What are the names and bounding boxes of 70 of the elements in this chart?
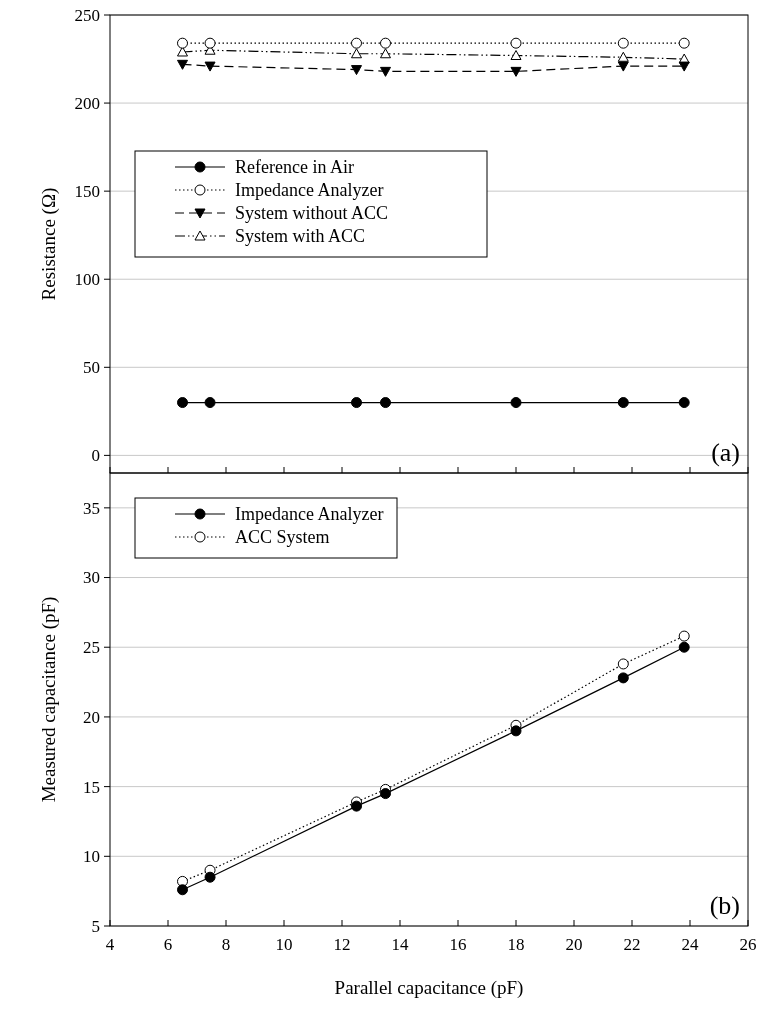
point [617, 37, 629, 49]
y-tick-label: 100 [74, 270, 100, 290]
y-tick-label: 0 [91, 446, 100, 466]
y-tick-label: 200 [74, 94, 100, 114]
point [617, 397, 629, 409]
point [617, 672, 629, 684]
y-tick-label: 10 [83, 847, 100, 867]
point [351, 37, 362, 49]
y-axis-title: Resistance (Ω) [38, 187, 60, 301]
legend-label: Impedance Analyzer [235, 504, 384, 525]
point [177, 397, 188, 409]
point [510, 37, 522, 49]
legend-label: Impedance Analyzer [235, 180, 384, 201]
point [380, 788, 391, 800]
legend-label: System with ACC [235, 226, 366, 247]
x-tick-label: 4 [105, 935, 115, 954]
y-tick-label: 15 [83, 777, 100, 797]
point [678, 61, 690, 72]
x-tick-label: 6 [163, 935, 173, 954]
point [204, 397, 216, 409]
point [510, 397, 522, 409]
x-tick-label: 22 [623, 935, 641, 954]
point [510, 66, 522, 77]
legend-label: ACC System [235, 527, 330, 548]
point [177, 59, 188, 70]
x-tick-label: 20 [565, 935, 583, 954]
x-tick-label: 14 [391, 935, 409, 954]
point [351, 65, 362, 76]
point [204, 61, 216, 72]
y-axis-title: Measured capacitance (pF) [38, 596, 60, 803]
point [380, 397, 391, 409]
point [510, 50, 522, 61]
point [678, 397, 690, 409]
y-tick-label: 35 [83, 498, 100, 518]
point [351, 800, 362, 812]
y-tick-label: 20 [83, 707, 100, 727]
point [177, 37, 188, 49]
x-tick-label: 12 [333, 935, 351, 954]
point [351, 397, 362, 409]
point [380, 66, 391, 77]
x-tick-label: 10 [275, 935, 293, 954]
point [204, 871, 216, 883]
y-tick-label: 5 [91, 916, 100, 936]
x-tick-label: 24 [681, 935, 699, 954]
legend-label: Reference in Air [235, 157, 354, 178]
y-tick-label: 250 [74, 5, 100, 25]
annotation: (b) [709, 891, 740, 920]
y-tick-label: 150 [74, 182, 100, 202]
point [380, 37, 391, 49]
point [177, 884, 188, 896]
point [351, 48, 362, 59]
point [617, 51, 629, 62]
y-tick-label: 25 [83, 638, 100, 658]
point [678, 630, 690, 642]
point [678, 641, 690, 653]
y-tick-label: 50 [83, 358, 100, 378]
x-tick-label: 8 [221, 935, 231, 954]
point [380, 48, 391, 59]
point [617, 658, 629, 670]
point [204, 37, 216, 49]
x-axis-title: Parallel capacitance (pF) [334, 977, 524, 999]
legend-label: System without ACC [235, 203, 389, 224]
y-tick-label: 30 [83, 568, 100, 588]
x-tick-label: 16 [449, 935, 467, 954]
annotation: (a) [711, 438, 740, 467]
x-tick-label: 26 [739, 935, 757, 954]
point [617, 61, 629, 72]
point [510, 725, 522, 737]
point [678, 37, 690, 49]
x-tick-label: 18 [507, 935, 525, 954]
